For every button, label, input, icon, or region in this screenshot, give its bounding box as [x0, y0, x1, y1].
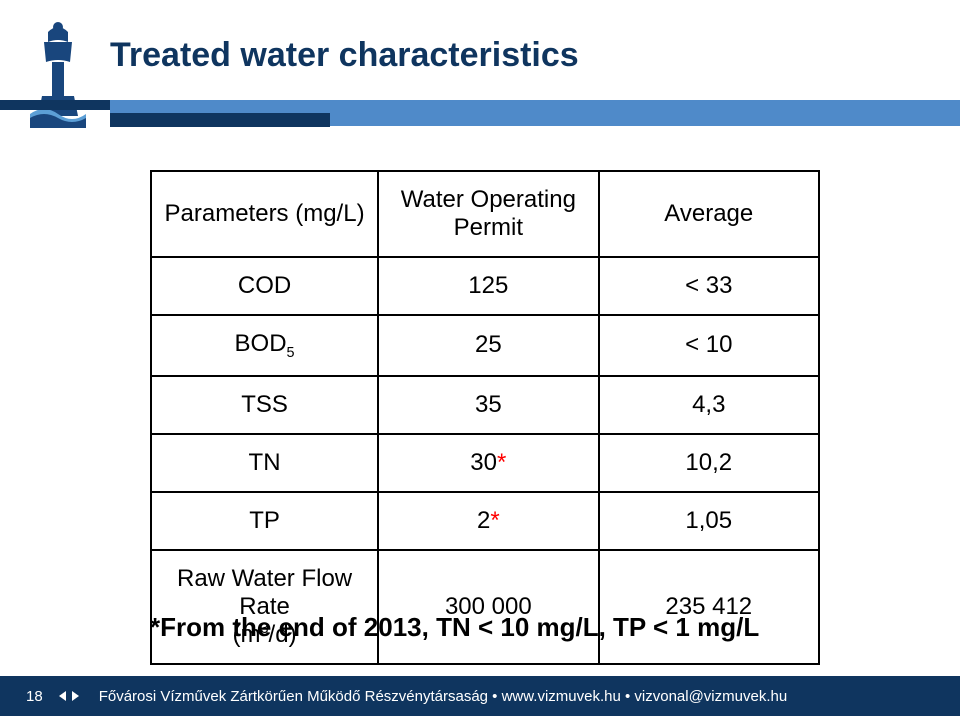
cell-average: < 10 [599, 315, 819, 376]
header-permit: Water Operating Permit [378, 171, 598, 257]
footer-text: Fővárosi Vízművek Zártkörűen Működő Rész… [99, 688, 787, 705]
header-average: Average [599, 171, 819, 257]
water-tower-icon [24, 18, 92, 128]
cell-permit: 2* [378, 492, 598, 550]
footnote: *From the end of 2013, TN < 10 mg/L, TP … [150, 612, 759, 643]
cell-average: < 33 [599, 257, 819, 315]
cell-permit: 35 [378, 376, 598, 434]
header-stripe-accent [110, 113, 330, 127]
table-row: COD125< 33 [151, 257, 819, 315]
page-number: 18 [26, 688, 43, 705]
header-stripe-dark [0, 100, 110, 110]
cell-average: 235 412 [599, 550, 819, 664]
nav-next-icon[interactable] [70, 690, 81, 702]
cell-permit: 125 [378, 257, 598, 315]
cell-parameter: TSS [151, 376, 378, 434]
data-table-wrap: Parameters (mg/L) Water Operating Permit… [150, 170, 820, 665]
footer-nav [57, 690, 81, 702]
cell-permit: 30* [378, 434, 598, 492]
cell-parameter: TP [151, 492, 378, 550]
cell-permit: 25 [378, 315, 598, 376]
table-row: BOD525< 10 [151, 315, 819, 376]
company-logo [24, 18, 92, 128]
table-row: TSS354,3 [151, 376, 819, 434]
nav-prev-icon[interactable] [57, 690, 68, 702]
table-row: TP2*1,05 [151, 492, 819, 550]
table-row: Raw Water Flow Rate(m3/d)300 000235 412 [151, 550, 819, 664]
data-table: Parameters (mg/L) Water Operating Permit… [150, 170, 820, 665]
footer-bar: 18 Fővárosi Vízművek Zártkörűen Működő R… [0, 676, 960, 716]
cell-average: 4,3 [599, 376, 819, 434]
cell-average: 10,2 [599, 434, 819, 492]
cell-parameter: COD [151, 257, 378, 315]
table-header-row: Parameters (mg/L) Water Operating Permit… [151, 171, 819, 257]
cell-parameter: Raw Water Flow Rate(m3/d) [151, 550, 378, 664]
header-parameters: Parameters (mg/L) [151, 171, 378, 257]
slide-title: Treated water characteristics [110, 36, 579, 75]
cell-permit: 300 000 [378, 550, 598, 664]
cell-parameter: BOD5 [151, 315, 378, 376]
slide: Treated water characteristics Parameters… [0, 0, 960, 716]
cell-average: 1,05 [599, 492, 819, 550]
table-row: TN30*10,2 [151, 434, 819, 492]
cell-parameter: TN [151, 434, 378, 492]
